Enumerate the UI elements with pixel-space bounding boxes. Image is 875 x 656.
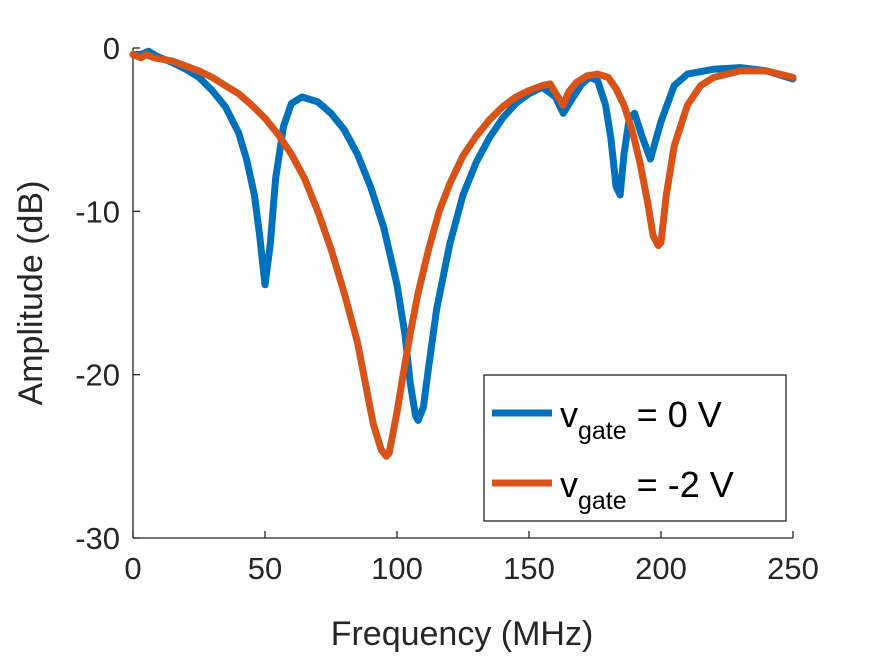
x-tick-label: 200: [635, 551, 687, 586]
y-tick-label: -10: [75, 194, 120, 229]
legend-label-0: vgate = 0 V: [560, 394, 722, 445]
x-axis-label: Frequency (MHz): [331, 615, 594, 653]
legend-box: [483, 374, 787, 522]
legend: vgate = 0 V vgate = -2 V: [483, 374, 787, 522]
legend-label-1: vgate = -2 V: [560, 464, 734, 515]
y-tick-label: 0: [103, 31, 120, 66]
x-tick-label: 100: [371, 551, 423, 586]
series-line-1: [129, 51, 797, 460]
series-layer: [129, 47, 797, 460]
y-axis-label: Amplitude (dB): [12, 181, 50, 406]
y-tick-label: -20: [75, 358, 120, 393]
x-tick-label: 50: [248, 551, 282, 586]
series-line-0: [129, 47, 797, 424]
ticks: 0 50 100 150 200 250 0 -10 -20 -30: [75, 31, 819, 586]
plot-frame: [132, 48, 793, 539]
x-tick-label: 150: [503, 551, 555, 586]
x-tick-label: 250: [767, 551, 819, 586]
y-tick-label: -30: [75, 521, 120, 556]
x-tick-label: 0: [124, 551, 141, 586]
